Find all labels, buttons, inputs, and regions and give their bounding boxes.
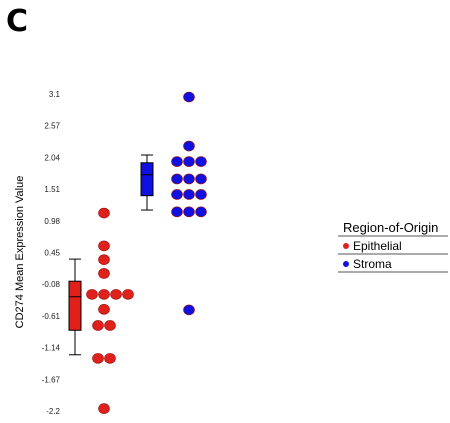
box-plot-stroma [140,154,154,211]
box-iqr [140,162,154,197]
data-point-stroma [195,189,207,200]
y-tick-label: -1.14 [42,344,61,353]
y-tick-label: 0.98 [44,217,60,226]
data-point-epithelial [98,304,110,315]
y-tick-label: 1.51 [44,185,60,194]
y-axis-label: CD274 Mean Expression Value [14,176,26,329]
data-point-epithelial [98,254,110,265]
legend-label: Epithelial [353,239,402,253]
data-point-epithelial [92,320,104,331]
legend-label: Stroma [353,257,392,271]
y-tick-label: 3.1 [49,90,61,99]
data-point-stroma [183,140,195,152]
data-point-stroma [195,173,207,185]
y-tick-label: 2.04 [44,153,60,162]
data-point-epithelial [98,207,110,219]
data-point-stroma [183,304,195,316]
data-point-stroma [183,206,195,218]
data-point-epithelial [110,289,122,300]
data-point-stroma [171,173,183,185]
y-axis: 3.1 2.57 2.04 1.51 0.98 0.45 -0.08 -0.61 -1.14 -1… [42,90,61,416]
data-point-epithelial [92,353,104,364]
data-point-epithelial [122,289,134,300]
data-point-stroma [171,206,183,218]
y-tick-label: -0.08 [42,280,61,289]
data-points [86,91,207,414]
box-plots [68,154,154,356]
data-point-epithelial [104,320,116,331]
box-plot-epithelial [68,258,82,356]
data-point-stroma [171,189,183,200]
legend-marker [343,243,349,249]
data-point-stroma [195,156,207,167]
y-tick-label: 0.45 [44,249,60,258]
data-point-epithelial [98,268,110,279]
legend-marker [343,261,349,267]
data-point-epithelial [86,289,98,300]
data-point-stroma [183,156,195,167]
data-point-epithelial [98,289,110,300]
legend-title: Region-of-Origin [343,220,438,235]
y-tick-label: 2.57 [44,122,60,131]
box-iqr [68,280,82,331]
y-tick-label: -0.61 [42,312,61,321]
data-point-stroma [195,206,207,218]
data-point-stroma [183,189,195,200]
data-point-stroma [183,173,195,185]
data-point-stroma [171,156,183,167]
data-point-epithelial [98,240,110,252]
legend: Region-of-Origin Epithelial Stroma [338,220,448,273]
data-point-epithelial [98,403,110,414]
y-tick-label: -1.67 [42,375,61,384]
data-point-stroma [183,91,195,103]
y-tick-label: -2.2 [46,407,60,416]
data-point-epithelial [104,353,116,364]
panel-label: C [6,4,29,39]
